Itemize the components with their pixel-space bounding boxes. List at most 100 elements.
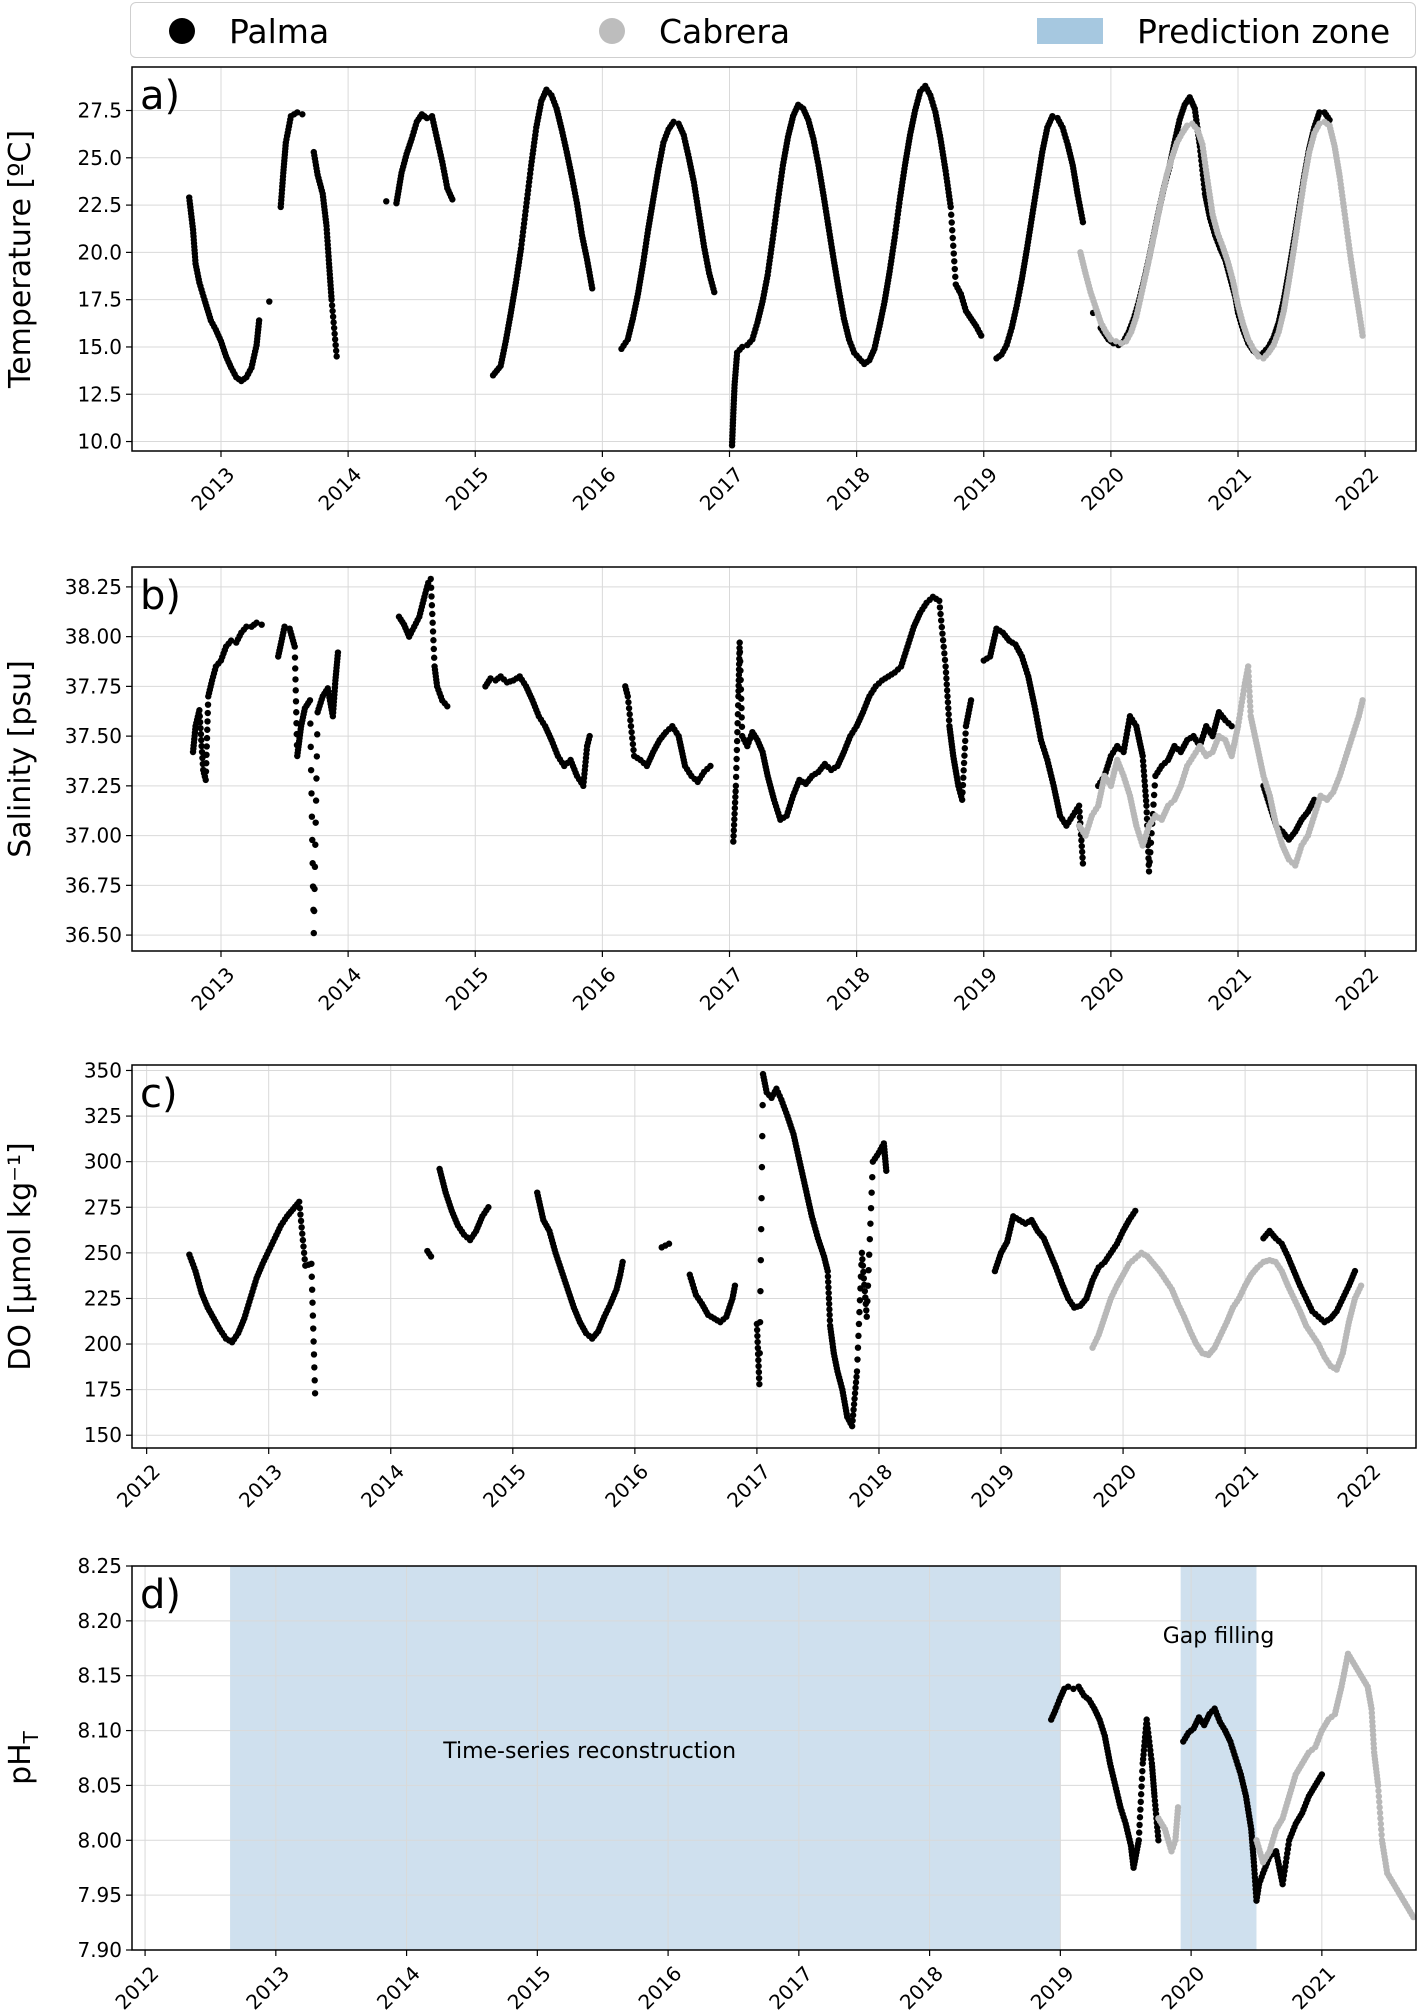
panel-label: d) xyxy=(140,1572,181,1618)
y-tick-label: 17.5 xyxy=(77,288,122,312)
data-point-palma xyxy=(1064,1683,1072,1690)
data-point-palma xyxy=(1143,809,1150,816)
y-tick-label: 12.5 xyxy=(77,382,122,406)
data-point-cabrera xyxy=(1378,1831,1385,1839)
data-point-palma xyxy=(306,697,314,704)
data-point-palma xyxy=(942,663,949,670)
data-point-palma xyxy=(825,1284,832,1291)
data-point-palma xyxy=(755,1356,762,1364)
data-point-palma xyxy=(756,1349,763,1357)
data-point-palma xyxy=(959,781,967,789)
data-point-palma xyxy=(732,788,739,795)
data-point-palma xyxy=(298,1224,305,1231)
data-point-palma xyxy=(586,732,593,740)
data-point-cabrera xyxy=(1359,332,1366,339)
plot-frame xyxy=(131,66,1417,452)
data-point-palma xyxy=(853,1368,861,1375)
data-point-cabrera xyxy=(1375,1787,1382,1795)
data-point-cabrera xyxy=(1357,1282,1365,1289)
data-point-palma xyxy=(733,737,741,745)
data-point-palma xyxy=(949,234,956,242)
data-point-palma xyxy=(629,734,636,742)
data-point-palma xyxy=(757,1256,765,1264)
x-tick-label: 2020 xyxy=(1076,962,1129,1015)
data-point-palma xyxy=(951,265,958,273)
data-point-palma xyxy=(1141,782,1149,790)
data-point-palma xyxy=(627,717,634,724)
data-point-palma xyxy=(730,838,737,845)
data-point-palma xyxy=(942,669,950,676)
panel-ph: Time-series reconstruction Gap filling 7.9… xyxy=(3,1554,1417,2012)
data-point-cabrera xyxy=(1374,1782,1382,1789)
panel-temperature: 10.0 12.5 15.0 17.5 20.0 22.5 25.0 27.5 2013 2014… xyxy=(3,66,1417,515)
data-point-palma xyxy=(755,1374,763,1382)
data-point-palma xyxy=(754,1332,761,1340)
series-cabrera xyxy=(1077,118,1366,362)
data-point-palma xyxy=(863,1307,870,1314)
data-point-palma xyxy=(1140,767,1148,775)
data-point-palma xyxy=(307,766,315,774)
data-point-palma xyxy=(202,776,209,784)
data-point-palma xyxy=(734,728,741,736)
data-point-palma xyxy=(858,1249,866,1257)
panel-do: 150 175 200 225 250 275 300 325 350 2012 2013 2014 2… xyxy=(3,1058,1417,1512)
plot-frame xyxy=(131,1064,1417,1449)
data-point-palma xyxy=(1076,808,1083,815)
data-point-palma xyxy=(730,827,738,834)
y-tick-label: 20.0 xyxy=(77,240,122,264)
data-point-palma xyxy=(1142,792,1149,800)
y-tick-label: 8.25 xyxy=(77,1554,122,1578)
data-point-palma xyxy=(851,1395,858,1402)
data-point-palma xyxy=(427,575,434,583)
data-point-palma xyxy=(299,1230,306,1237)
data-point-palma xyxy=(852,1379,860,1386)
zone-label-gap-filling: Gap filling xyxy=(1163,1624,1275,1649)
y-tick-label: 8.15 xyxy=(77,1664,122,1688)
legend-patch-prediction-zone xyxy=(1037,18,1103,44)
data-point-palma xyxy=(311,1377,318,1384)
data-point-palma xyxy=(313,775,320,782)
y-tick-label: 37.50 xyxy=(65,724,122,748)
series-palma xyxy=(189,575,1318,937)
data-point-palma xyxy=(308,1273,315,1280)
data-point-palma xyxy=(733,755,740,763)
data-point-palma xyxy=(855,1320,863,1328)
data-point-palma xyxy=(314,731,321,738)
data-point-palma xyxy=(266,298,273,305)
data-point-cabrera xyxy=(1245,668,1252,675)
data-point-palma xyxy=(1147,839,1155,846)
data-point-palma xyxy=(825,1295,833,1302)
series-cabrera xyxy=(1155,1650,1416,1921)
data-point-palma xyxy=(328,302,336,309)
data-point-palma xyxy=(936,604,944,611)
data-point-palma xyxy=(1228,722,1235,730)
data-point-palma xyxy=(196,718,204,726)
data-point-cabrera xyxy=(1255,353,1262,360)
data-point-palma xyxy=(294,109,301,116)
data-point-palma xyxy=(824,1273,832,1280)
data-point-palma xyxy=(1136,1821,1143,1829)
data-point-palma xyxy=(754,1338,761,1346)
data-point-palma xyxy=(824,1267,831,1275)
x-tick-label: 2013 xyxy=(186,962,239,1015)
data-point-palma xyxy=(308,1260,315,1267)
data-point-palma xyxy=(1318,1771,1326,1778)
data-point-palma xyxy=(1076,814,1084,821)
series-palma xyxy=(186,82,1333,449)
y-tick-label: 8.20 xyxy=(77,1609,122,1633)
data-point-palma xyxy=(1145,868,1153,875)
data-point-palma xyxy=(197,730,205,738)
data-point-palma xyxy=(941,650,948,657)
data-point-palma xyxy=(864,1282,872,1289)
data-point-palma xyxy=(312,797,320,804)
x-tick-label: 2014 xyxy=(313,462,366,515)
data-point-palma xyxy=(854,1356,861,1363)
data-point-cabrera xyxy=(1246,693,1253,700)
x-tick-label: 2022 xyxy=(1332,1459,1385,1512)
data-point-palma xyxy=(856,1297,864,1304)
y-axis-label: Salinity [psu] xyxy=(3,660,38,858)
data-point-palma xyxy=(292,676,299,683)
data-point-palma xyxy=(1138,1775,1146,1783)
y-tick-label: 250 xyxy=(84,1241,122,1265)
